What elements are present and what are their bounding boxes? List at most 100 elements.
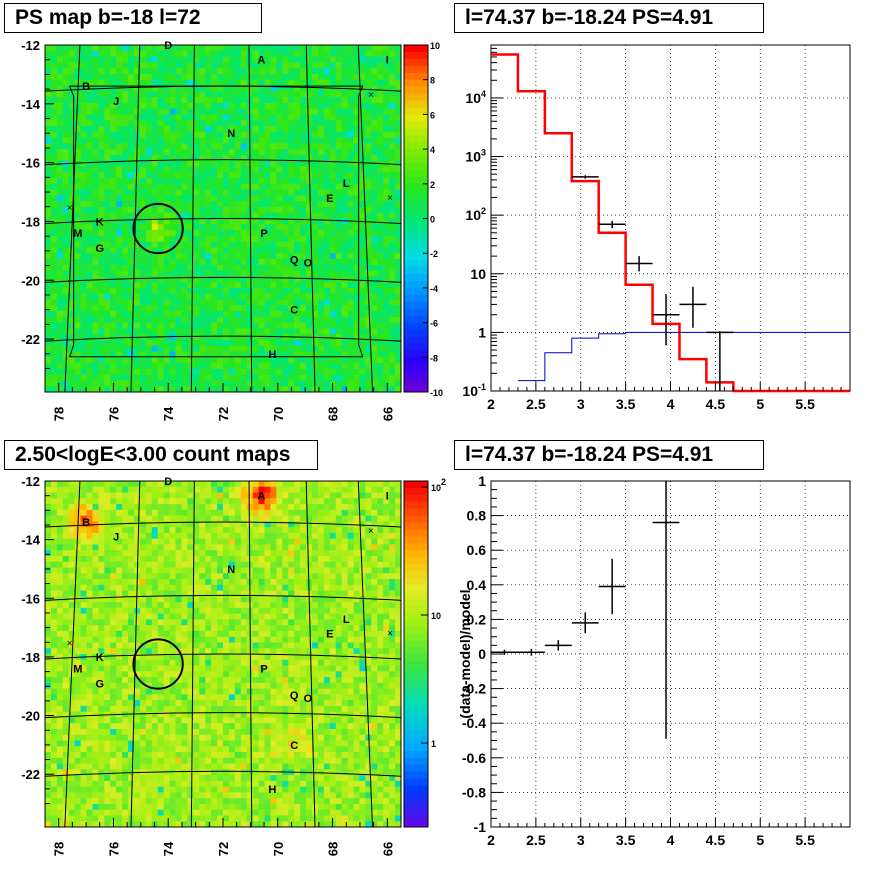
count-map-title: 2.50<logE<3.00 count maps <box>4 440 318 470</box>
map-x-tick-label: 72 <box>216 842 231 856</box>
source-label-A: A <box>257 55 265 67</box>
spectrum-x-tick-label: 2.5 <box>526 396 546 412</box>
spectrum-x-tick-label: 5 <box>756 396 764 412</box>
source-cross-marker: × <box>67 639 73 650</box>
residual-grid <box>491 481 850 827</box>
ps-colorbar <box>404 45 428 393</box>
data-point <box>652 294 680 346</box>
source-label-P: P <box>260 228 267 240</box>
colorbar-tick-label: 1 <box>431 739 436 749</box>
grid-parallel <box>44 653 402 660</box>
spectrum-y-tick-label: 102 <box>465 206 486 223</box>
grid-meridian <box>305 44 316 393</box>
residual-title: l=74.37 b=-18.24 PS=4.91 <box>454 440 764 470</box>
residual-y-tick-label: -0.8 <box>462 784 486 800</box>
source-cross-marker: × <box>387 628 393 639</box>
map-x-tick-label: 70 <box>271 842 286 856</box>
residual-y-tick-label: 0.2 <box>467 611 487 627</box>
grid-meridian <box>248 44 253 393</box>
spectrum-y-tick-label: 10 <box>470 266 486 282</box>
spectrum-y-tick-label: 104 <box>465 89 486 106</box>
ps-map-title: PS map b=-18 l=72 <box>4 3 262 33</box>
residual-y-tick-label: 0.4 <box>467 577 487 593</box>
source-label-C: C <box>290 740 298 752</box>
colorbar-tick-label: 102 <box>431 477 446 493</box>
source-label-G: G <box>95 243 104 255</box>
source-label-D: D <box>164 40 172 52</box>
map-y-tick-label: -16 <box>21 156 40 171</box>
colorbar-tick-label: -10 <box>430 388 443 398</box>
colorbar-tick-label: -8 <box>430 353 438 363</box>
residual-ticks <box>490 480 851 828</box>
map-y-tick-label: -16 <box>21 591 40 606</box>
source-label-E: E <box>326 628 333 640</box>
source-cross-marker: × <box>368 526 374 537</box>
residual-point <box>598 558 626 615</box>
residual-x-tick-label: 2 <box>487 832 495 848</box>
ps-heatmap <box>45 45 402 393</box>
spectrum-y-tick-label: 103 <box>465 148 486 165</box>
map-y-tick-label: -18 <box>21 650 40 665</box>
residual-y-tick-label: 0.6 <box>467 542 487 558</box>
spectrum-x-tick-label: 4 <box>667 396 675 412</box>
grid-meridian <box>357 44 374 393</box>
colorbar-tick-label: 8 <box>430 76 435 86</box>
map-ticks <box>45 480 388 827</box>
map-x-tick-label: 70 <box>271 407 286 421</box>
residual-point <box>544 640 572 651</box>
spectrum-x-tick-label: 3.5 <box>616 396 636 412</box>
source-label-I: I <box>386 55 389 67</box>
map-x-tick-label: 78 <box>52 842 67 856</box>
spectrum-y-tick-label: 1 <box>478 324 486 340</box>
residual-x-tick-label: 5 <box>756 832 764 848</box>
map-x-tick-label: 66 <box>380 842 395 856</box>
map-x-tick-label: 78 <box>52 407 67 421</box>
map-y-tick-label: -12 <box>21 474 40 489</box>
source-label-E: E <box>326 193 333 205</box>
spectrum-x-tick-label: 2 <box>487 396 495 412</box>
data-point <box>706 331 734 391</box>
residual-point <box>517 648 545 656</box>
analysis-region-outline <box>68 85 364 358</box>
residual-y-tick-label: -0.4 <box>462 715 486 731</box>
source-label-H: H <box>268 349 276 361</box>
source-label-O: O <box>304 258 313 270</box>
source-label-H: H <box>268 784 276 796</box>
source-label-N: N <box>227 564 235 576</box>
grid-meridian <box>357 480 374 828</box>
data-point <box>598 220 626 229</box>
source-label-B: B <box>82 517 90 529</box>
grid-parallel <box>44 594 402 601</box>
grid-parallel <box>44 712 402 719</box>
map-y-tick-label: -22 <box>21 767 40 782</box>
source-label-C: C <box>290 305 298 317</box>
grid-meridian <box>305 480 316 828</box>
residual-x-tick-label: 4.5 <box>706 832 726 848</box>
source-label-I: I <box>386 491 389 503</box>
map-x-tick-label: 76 <box>106 407 121 421</box>
map-ticks <box>45 44 388 392</box>
source-label-G: G <box>95 678 104 690</box>
source-label-Q: Q <box>290 690 299 702</box>
residual-x-tick-label: 3.5 <box>616 832 636 848</box>
data-point <box>571 175 599 179</box>
grid-parallel <box>44 335 402 342</box>
source-label-K: K <box>96 216 104 228</box>
residual-x-tick-label: 2.5 <box>526 832 546 848</box>
grid-parallel <box>44 276 402 283</box>
spectrum-x-tick-label: 5.5 <box>795 396 815 412</box>
spectrum-y-tick-label: 10-1 <box>462 382 486 399</box>
map-y-tick-label: -20 <box>21 273 40 288</box>
model-histogram-line <box>491 53 850 393</box>
source-label-Q: Q <box>290 255 299 267</box>
source-label-L: L <box>343 178 350 190</box>
selected-source-circle <box>132 202 184 255</box>
colorbar-tick-label: 0 <box>430 215 435 225</box>
residual-y-tick-label: 1 <box>478 473 486 489</box>
residual-y-tick-label: -0.2 <box>462 681 486 697</box>
residual-y-axis-label: (data-model)/model <box>457 589 473 718</box>
map-y-tick-label: -20 <box>21 709 40 724</box>
grid-meridian <box>190 480 195 828</box>
spectrum-x-tick-label: 4.5 <box>706 396 726 412</box>
map-y-tick-label: -14 <box>21 533 41 548</box>
